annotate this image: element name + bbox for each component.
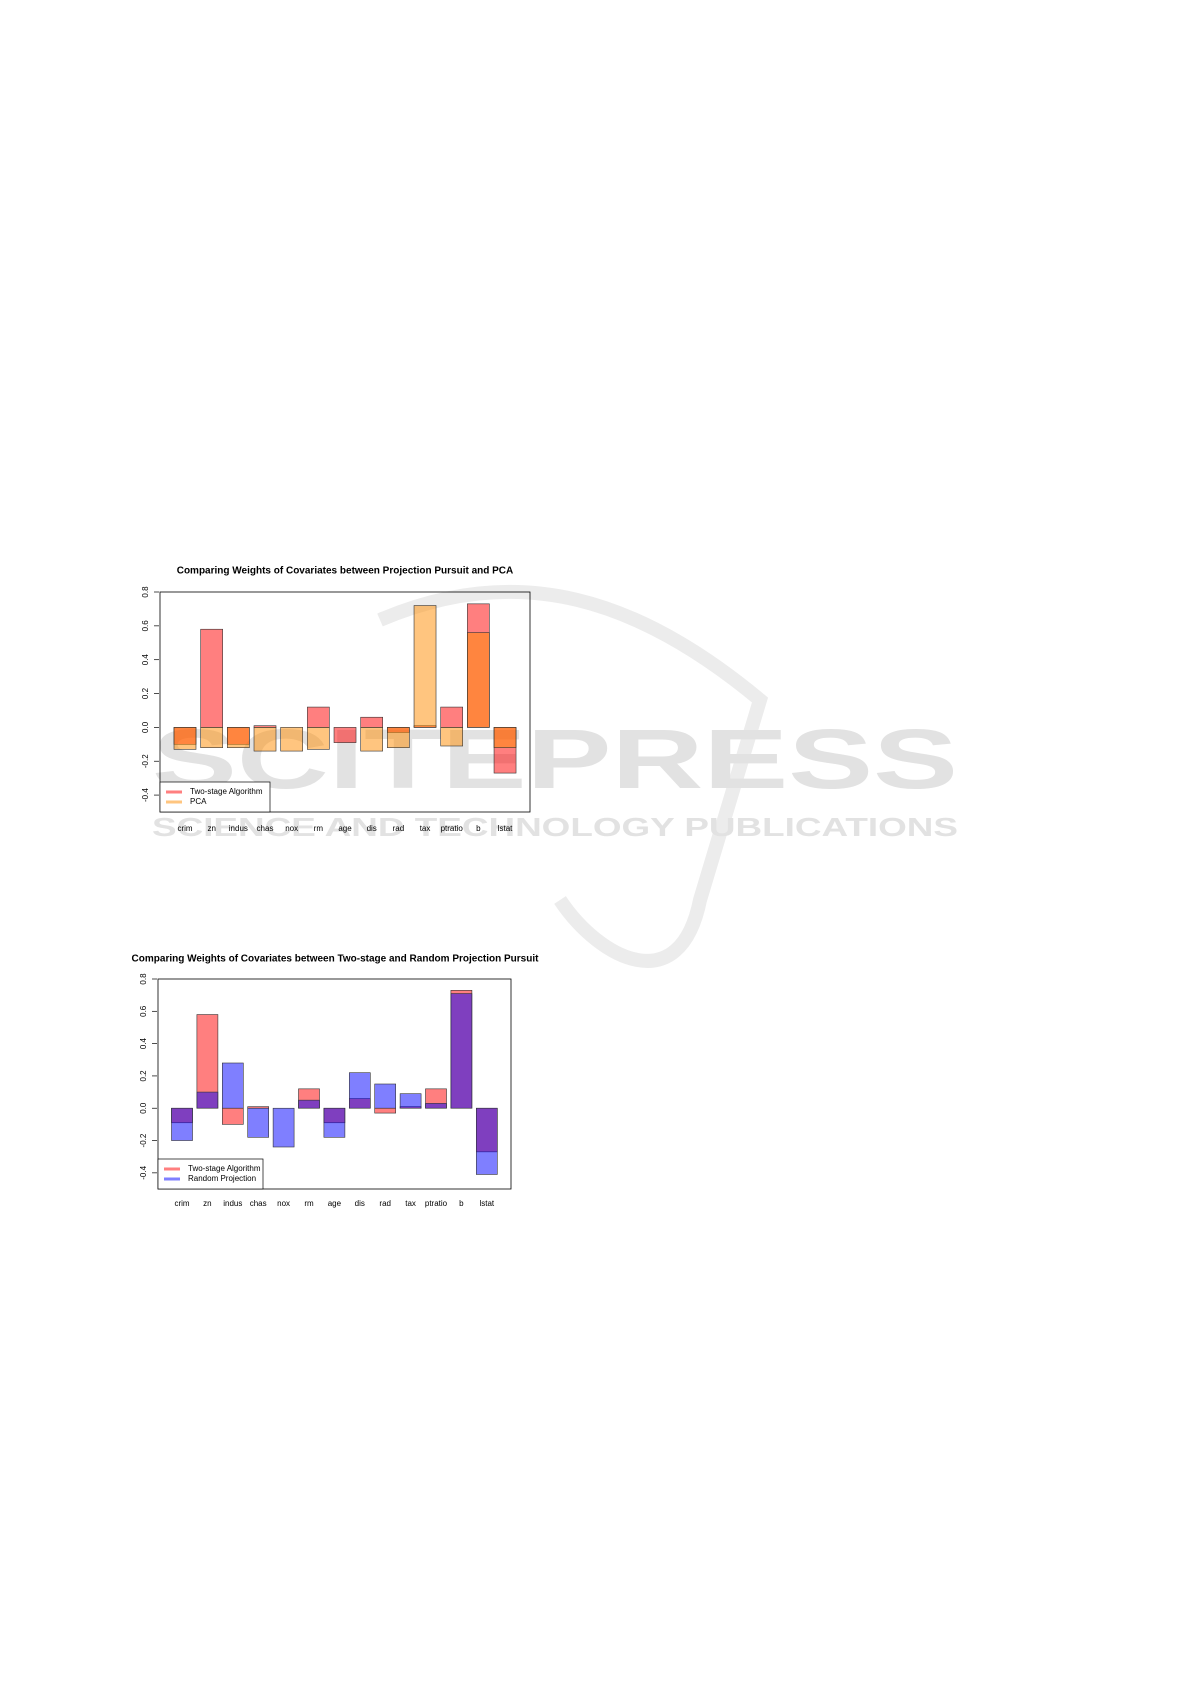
bar <box>374 1107 397 1114</box>
x-tick-label: ptratio <box>441 824 464 833</box>
bar <box>360 727 383 752</box>
bar <box>196 1091 219 1109</box>
chart-title: Comparing Weights of Covariates between … <box>177 566 514 577</box>
y-tick-label: 0.4 <box>141 654 150 666</box>
x-tick-label: dis <box>367 824 377 833</box>
legend-box <box>157 1158 264 1190</box>
x-tick-label: rad <box>379 1199 391 1208</box>
bar <box>227 727 250 748</box>
x-tick-label: nox <box>277 1199 290 1208</box>
bar <box>200 727 223 748</box>
bar <box>253 727 277 752</box>
bar <box>272 1107 295 1148</box>
plot-frame <box>157 978 512 1190</box>
y-tick-label: 0.2 <box>141 687 150 699</box>
bar <box>307 706 330 728</box>
x-tick-label: tax <box>405 1199 416 1208</box>
x-tick-label: rad <box>393 824 405 833</box>
x-tick-label: zn <box>207 824 215 833</box>
bar <box>399 1093 422 1109</box>
bar <box>171 1107 193 1141</box>
x-tick-label: crim <box>177 824 192 833</box>
y-tick-label: 0.8 <box>141 586 150 598</box>
bar <box>440 727 464 747</box>
y-tick-label: 0.0 <box>139 1102 148 1114</box>
x-tick-label: lstat <box>498 824 513 833</box>
bar <box>413 605 437 728</box>
bar <box>475 1107 498 1175</box>
x-tick-label: ptratio <box>425 1199 448 1208</box>
x-tick-label: dis <box>355 1199 365 1208</box>
bar <box>467 632 490 728</box>
bar <box>173 727 197 750</box>
x-tick-label: age <box>328 1199 342 1208</box>
x-tick-label: chas <box>257 824 274 833</box>
bar <box>247 1107 269 1138</box>
x-tick-label: indus <box>229 824 248 833</box>
x-tick-label: lstat <box>479 1199 494 1208</box>
x-tick-label: b <box>459 1199 464 1208</box>
bar <box>200 628 223 728</box>
legend-label: Two-stage Algorithm <box>190 787 263 796</box>
bar <box>374 1083 397 1109</box>
bar <box>493 727 517 748</box>
y-tick-label: 0.6 <box>139 1005 148 1017</box>
plot-frame <box>159 591 531 813</box>
bar <box>425 1103 447 1109</box>
legend-label: Random Projection <box>188 1174 256 1183</box>
x-tick-label: rm <box>314 824 324 833</box>
x-tick-label: chas <box>250 1199 267 1208</box>
y-tick-label: 0.8 <box>139 973 148 985</box>
y-tick-label: 0.2 <box>139 1070 148 1082</box>
y-tick-label: 0.0 <box>141 721 150 733</box>
bar <box>307 727 330 750</box>
y-tick-label: -0.4 <box>139 1165 148 1179</box>
legend-label: Two-stage Algorithm <box>188 1164 261 1173</box>
bar <box>450 993 473 1109</box>
bar <box>360 716 383 728</box>
bar <box>280 727 303 752</box>
y-tick-label: -0.2 <box>139 1133 148 1147</box>
y-tick-label: 0.4 <box>139 1038 148 1050</box>
x-tick-label: age <box>338 824 352 833</box>
bar <box>323 1107 346 1138</box>
x-tick-label: crim <box>174 1199 189 1208</box>
bar <box>222 1107 244 1125</box>
bar <box>298 1099 320 1109</box>
watermark-subtitle: SCIENCE AND TECHNOLOGY PUBLICATIONS <box>152 812 958 842</box>
x-tick-label: tax <box>420 824 431 833</box>
legend-box <box>159 781 271 813</box>
x-tick-label: b <box>476 824 481 833</box>
bar <box>333 727 357 743</box>
x-tick-label: indus <box>223 1199 242 1208</box>
x-tick-label: nox <box>285 824 298 833</box>
bar <box>387 727 410 748</box>
y-tick-label: -0.2 <box>141 754 150 768</box>
chart-title: Comparing Weights of Covariates between … <box>132 954 540 965</box>
x-tick-label: rm <box>304 1199 314 1208</box>
y-tick-label: 0.6 <box>141 620 150 632</box>
legend-label: PCA <box>190 797 207 806</box>
x-tick-label: zn <box>203 1199 211 1208</box>
bar <box>440 706 464 728</box>
bar <box>222 1062 244 1109</box>
y-tick-label: -0.4 <box>141 788 150 802</box>
bar <box>348 1072 371 1109</box>
